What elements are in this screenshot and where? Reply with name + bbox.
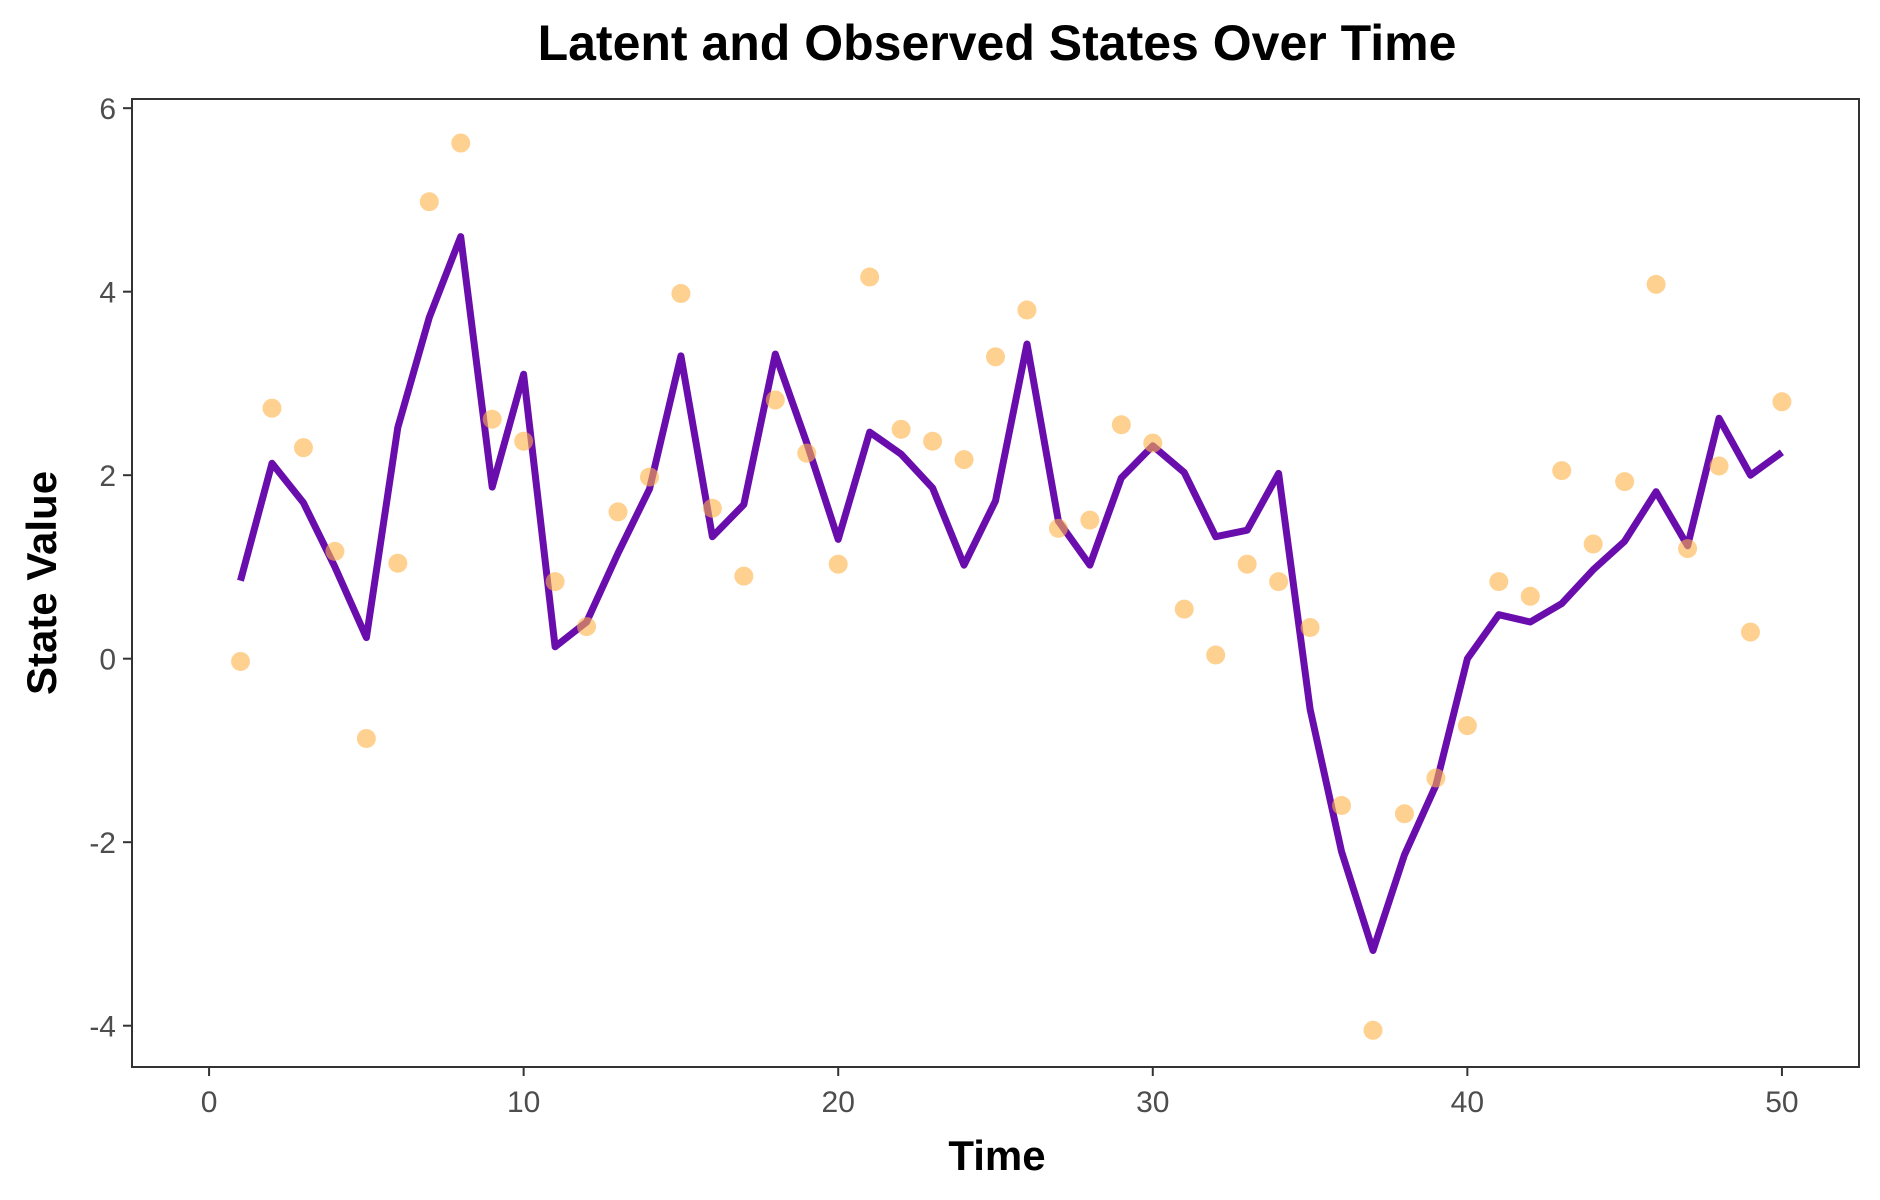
y-axis-title: State Value	[18, 471, 65, 695]
observed-point	[734, 566, 754, 586]
y-tick-label: 0	[99, 644, 116, 677]
observed-point	[1552, 461, 1572, 481]
observed-point	[1174, 599, 1194, 619]
y-tick-label: 2	[99, 460, 116, 493]
observed-point	[1048, 518, 1068, 538]
latent-state-line	[237, 233, 1784, 954]
observed-point	[514, 431, 534, 451]
observed-point	[1394, 804, 1414, 824]
observed-point	[1772, 392, 1792, 412]
observed-point	[954, 450, 974, 470]
observed-point	[293, 438, 313, 458]
x-tick-label: 20	[822, 1086, 855, 1119]
observed-point	[1269, 572, 1289, 592]
y-tick-label: 4	[99, 277, 116, 310]
observed-point	[986, 347, 1005, 367]
observed-point	[388, 553, 408, 573]
observed-point	[891, 419, 911, 439]
x-tick-label: 40	[1451, 1086, 1484, 1119]
y-axis: -4 -2 0 2 4 6	[89, 93, 132, 1044]
y-tick-label: -4	[89, 1011, 116, 1044]
observed-point	[1143, 433, 1163, 453]
observed-point	[923, 431, 943, 451]
observed-point	[860, 267, 880, 287]
observed-point	[1017, 300, 1037, 320]
observed-point	[577, 617, 597, 637]
observed-point	[356, 729, 376, 749]
plot-marks	[231, 133, 1792, 1040]
observed-point	[702, 498, 722, 518]
observed-point	[451, 133, 471, 153]
observed-point	[1300, 618, 1320, 638]
x-tick-label: 30	[1136, 1086, 1169, 1119]
x-tick-label: 10	[507, 1086, 540, 1119]
observed-point	[1489, 572, 1509, 592]
observed-point	[1615, 472, 1635, 492]
observed-point	[482, 409, 502, 429]
observed-point	[231, 651, 251, 671]
observed-point	[1457, 716, 1477, 736]
chart-title: Latent and Observed States Over Time	[538, 15, 1457, 71]
observed-point	[1206, 645, 1226, 665]
plot-panel	[131, 98, 1860, 1068]
x-axis: 0 10 20 30 40 50	[201, 1067, 1799, 1119]
observed-point	[1426, 768, 1446, 788]
x-axis-title: Time	[948, 1132, 1045, 1179]
x-tick-label: 0	[201, 1086, 218, 1119]
x-tick-label: 50	[1765, 1086, 1798, 1119]
observed-point	[608, 502, 628, 522]
observed-point	[1363, 1020, 1383, 1040]
observed-point	[1678, 539, 1698, 559]
observed-point	[325, 541, 345, 561]
observed-point	[545, 572, 565, 592]
observed-point	[1709, 456, 1729, 476]
observed-point	[1646, 274, 1666, 294]
observed-point	[1111, 415, 1131, 435]
observed-point	[1332, 796, 1352, 816]
observed-point	[1583, 534, 1603, 554]
observed-point	[828, 554, 848, 574]
observed-point	[1080, 510, 1100, 530]
y-tick-label: -2	[89, 827, 116, 860]
observed-point	[1740, 622, 1760, 642]
observed-point	[797, 443, 817, 463]
observed-point	[765, 390, 785, 410]
observed-point	[262, 398, 282, 418]
observed-point	[639, 467, 659, 487]
observed-point	[1237, 554, 1257, 574]
observed-point	[1520, 586, 1540, 606]
y-tick-label: 6	[99, 93, 116, 126]
observed-point	[671, 284, 691, 304]
observed-point	[419, 192, 439, 212]
